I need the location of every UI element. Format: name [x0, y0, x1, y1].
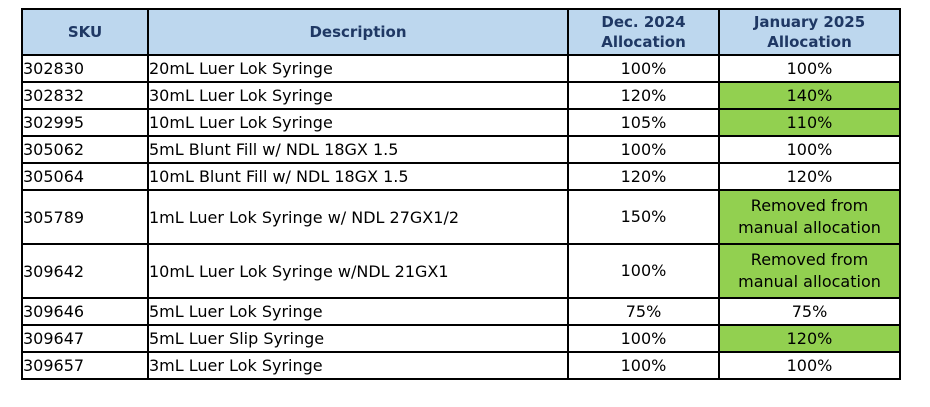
- sku-cell: 302832: [21, 81, 149, 110]
- jan-allocation-cell: 140%: [718, 81, 901, 110]
- header-row: SKU Description Dec. 2024 Allocation Jan…: [21, 8, 901, 56]
- description-cell: 5mL Luer Slip Syringe: [147, 324, 569, 353]
- description-cell: 10mL Luer Lok Syringe w/NDL 21GX1: [147, 243, 569, 299]
- sku-cell: 302995: [21, 108, 149, 137]
- dec-allocation-cell: 100%: [567, 243, 720, 299]
- table-row: 305064 10mL Blunt Fill w/ NDL 18GX 1.5 1…: [21, 162, 901, 191]
- jan-allocation-cell: 110%: [718, 108, 901, 137]
- table-row: 309642 10mL Luer Lok Syringe w/NDL 21GX1…: [21, 243, 901, 299]
- table-row: 302830 20mL Luer Lok Syringe 100% 100%: [21, 54, 901, 83]
- sku-cell: 309642: [21, 243, 149, 299]
- header-dec-allocation: Dec. 2024 Allocation: [567, 8, 720, 56]
- jan-allocation-cell: 100%: [718, 351, 901, 380]
- table-row: 309657 3mL Luer Lok Syringe 100% 100%: [21, 351, 901, 380]
- table-row: 302832 30mL Luer Lok Syringe 120% 140%: [21, 81, 901, 110]
- dec-allocation-cell: 100%: [567, 135, 720, 164]
- table-row: 309646 5mL Luer Lok Syringe 75% 75%: [21, 297, 901, 326]
- sku-cell: 302830: [21, 54, 149, 83]
- description-cell: 1mL Luer Lok Syringe w/ NDL 27GX1/2: [147, 189, 569, 245]
- jan-allocation-cell: Removed from manual allocation: [718, 243, 901, 299]
- jan-allocation-cell: 100%: [718, 54, 901, 83]
- jan-allocation-cell: 100%: [718, 135, 901, 164]
- dec-allocation-cell: 75%: [567, 297, 720, 326]
- sku-cell: 309657: [21, 351, 149, 380]
- jan-allocation-cell: Removed from manual allocation: [718, 189, 901, 245]
- description-cell: 5mL Luer Lok Syringe: [147, 297, 569, 326]
- sku-cell: 305064: [21, 162, 149, 191]
- table-row: 305062 5mL Blunt Fill w/ NDL 18GX 1.5 10…: [21, 135, 901, 164]
- header-jan-allocation: January 2025 Allocation: [718, 8, 901, 56]
- sku-cell: 309646: [21, 297, 149, 326]
- dec-allocation-cell: 120%: [567, 162, 720, 191]
- table-row: 309647 5mL Luer Slip Syringe 100% 120%: [21, 324, 901, 353]
- header-sku: SKU: [21, 8, 149, 56]
- jan-allocation-cell: 75%: [718, 297, 901, 326]
- description-cell: 5mL Blunt Fill w/ NDL 18GX 1.5: [147, 135, 569, 164]
- sku-cell: 309647: [21, 324, 149, 353]
- allocation-table: SKU Description Dec. 2024 Allocation Jan…: [21, 8, 901, 380]
- dec-allocation-cell: 120%: [567, 81, 720, 110]
- dec-allocation-cell: 100%: [567, 324, 720, 353]
- description-cell: 10mL Luer Lok Syringe: [147, 108, 569, 137]
- dec-allocation-cell: 100%: [567, 54, 720, 83]
- sku-cell: 305062: [21, 135, 149, 164]
- description-cell: 10mL Blunt Fill w/ NDL 18GX 1.5: [147, 162, 569, 191]
- dec-allocation-cell: 150%: [567, 189, 720, 245]
- header-description: Description: [147, 8, 569, 56]
- description-cell: 3mL Luer Lok Syringe: [147, 351, 569, 380]
- jan-allocation-cell: 120%: [718, 162, 901, 191]
- jan-allocation-cell: 120%: [718, 324, 901, 353]
- sku-cell: 305789: [21, 189, 149, 245]
- description-cell: 30mL Luer Lok Syringe: [147, 81, 569, 110]
- table-row: 302995 10mL Luer Lok Syringe 105% 110%: [21, 108, 901, 137]
- table-row: 305789 1mL Luer Lok Syringe w/ NDL 27GX1…: [21, 189, 901, 245]
- description-cell: 20mL Luer Lok Syringe: [147, 54, 569, 83]
- dec-allocation-cell: 100%: [567, 351, 720, 380]
- dec-allocation-cell: 105%: [567, 108, 720, 137]
